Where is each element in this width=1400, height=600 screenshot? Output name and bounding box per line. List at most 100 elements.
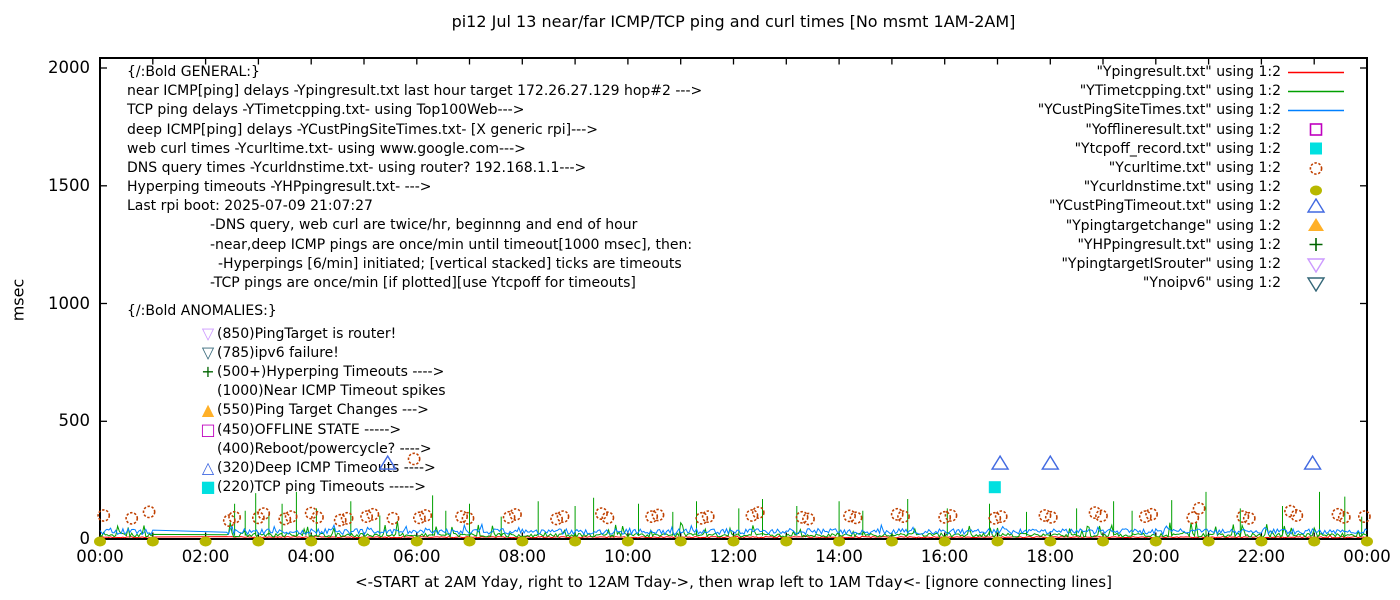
y-tick-label: 500 [58, 411, 91, 431]
legend-marker-svg [1306, 276, 1326, 293]
point-Ycurltime.txt [125, 511, 139, 525]
legend-label: "Yofflineresult.txt" using 1:2 [1085, 121, 1281, 138]
point-Ycurltime.txt [455, 510, 468, 523]
y-tick-label: 2000 [48, 58, 90, 77]
square-filled-icon: ■ [200, 477, 216, 497]
point-Ycurldnstime.txt [780, 536, 793, 547]
point-Ycurltime.txt [1138, 510, 1152, 523]
general-line: near ICMP[ping] delays -Ypingresult.txt … [127, 83, 703, 100]
legend-marker-triangle-up-filled [1308, 218, 1324, 232]
x-tick-label: 14:00 [815, 547, 863, 566]
line-icon [1287, 83, 1345, 100]
point-Ycurltime.txt [938, 510, 952, 524]
point-Ycurltime.txt [251, 511, 265, 525]
point-YCustPingTimeout.txt [1041, 454, 1060, 470]
legend-marker-svg [1310, 142, 1322, 155]
point-Ycurltime.txt [751, 506, 765, 519]
general-line: DNS query times -Ycurldnstime.txt- using… [127, 159, 587, 176]
general-line: -TCP pings are once/min [if plotted][use… [210, 274, 636, 291]
legend-marker-svg [1309, 161, 1323, 175]
point-Ycurldnstime.txt [1044, 536, 1057, 547]
point-Ycurltime.txt [278, 512, 292, 526]
point-YCustPingTimeout.txt [990, 454, 1010, 470]
point-Ycurltime.txt [509, 508, 522, 521]
legend-marker-svg [1310, 185, 1322, 196]
point-Ycurltime.txt [257, 507, 271, 520]
point-Ycurltime.txt [340, 511, 354, 525]
triangle-up-filled-icon: ▲ [201, 400, 215, 420]
x-tick-label: 04:00 [287, 547, 335, 566]
point-Ycurldnstime.txt [410, 536, 423, 547]
legend-label: "Ytcpoff_record.txt" using 1:2 [1074, 140, 1281, 157]
plus-icon [1287, 236, 1345, 253]
point-Ycurltime.txt [595, 507, 608, 520]
x-tick-label: 22:00 [1237, 547, 1286, 566]
x-tick-label: 00:00 [76, 547, 124, 566]
anomaly-item: ▲ (550)Ping Target Changes ---> [199, 400, 429, 420]
legend-label: "YpingtargetISrouter" using 1:2 [1061, 256, 1281, 272]
anomaly-item: ▽ (850)PingTarget is router! [199, 323, 396, 343]
general-line: -near,deep ICMP pings are once/min until… [210, 236, 693, 253]
triangle-down-open-icon [1287, 256, 1345, 273]
anomaly-item: + (500+)Hyperping Timeouts ----> [199, 363, 444, 380]
point-Ycurltime.txt [701, 510, 715, 523]
anomaly-item: ▽ (785)ipv6 failure! [199, 342, 339, 362]
general-line: deep ICMP[ping] delays -YCustPingSiteTim… [127, 121, 598, 138]
point-Ycurltime.txt [502, 510, 516, 524]
point-Ycurldnstime.txt [463, 536, 476, 547]
legend-marker-circle-filled [1310, 185, 1322, 196]
triangle-down-open-icon: ▽ [201, 323, 215, 343]
legend-marker-svg [1288, 109, 1344, 112]
point-Ycurltime.txt [695, 511, 709, 525]
point-Ycurltime.txt [944, 509, 958, 522]
y-tick-label: 0 [79, 529, 91, 548]
legend-label: "YTimetcpping.txt" using 1:2 [1079, 83, 1281, 100]
square-open-icon [1287, 121, 1345, 138]
point-Ycurltime.txt [284, 510, 298, 523]
point-Ycurldnstime.txt [938, 536, 951, 547]
triangle-down-open-icon: ▽ [201, 342, 215, 362]
point-Ycurltime.txt [419, 509, 433, 522]
point-Ycurltime.txt [1236, 510, 1250, 523]
point-Ycurltime.txt [228, 510, 241, 524]
point-Ycurltime.txt [311, 510, 324, 524]
anomaly-item: □ (450)OFFLINE STATE -----> [199, 421, 401, 438]
legend-row: "YCustPingSiteTimes.txt" using 1:2 [1038, 101, 1345, 120]
general-line: Last rpi boot: 2025-07-09 21:07:27 [127, 198, 373, 215]
legend-marker-square-filled [1310, 142, 1322, 155]
triangle-up-filled-icon [1287, 217, 1345, 234]
legend-row: "Ycurldnstime.txt" using 1:2 [1084, 178, 1345, 197]
legend-marker-svg [1288, 90, 1344, 92]
point-Ycurltime.txt [461, 511, 475, 525]
point-Ycurltime.txt [333, 513, 347, 527]
general-line: -DNS query, web curl are twice/hr, begin… [210, 217, 638, 234]
x-tick-label: 18:00 [1026, 547, 1075, 566]
series-line-YCustPingSiteTimes.txt [99, 522, 1368, 536]
point-Ycurldnstime.txt [569, 536, 582, 547]
point-Ycurltime.txt [645, 510, 659, 523]
point-Ycurltime.txt [1186, 511, 1200, 525]
point-Ycurltime.txt [1145, 507, 1158, 521]
square-filled-icon [1287, 140, 1345, 157]
line-icon [1287, 102, 1345, 119]
point-Ycurltime.txt [366, 507, 380, 521]
legend-marker-svg [1306, 197, 1326, 213]
legend-label: "Ypingtargetchange" using 1:2 [1065, 217, 1281, 234]
point-Ycurldnstime.txt [305, 536, 318, 547]
y-axis-label: msec [8, 278, 28, 322]
point-Ycurldnstime.txt [991, 536, 1004, 547]
point-Ycurldnstime.txt [146, 536, 159, 547]
chart-title: pi12 Jul 13 near/far ICMP/TCP ping and c… [451, 12, 1016, 31]
legend-label: "YCustPingTimeout.txt" using 1:2 [1048, 198, 1281, 215]
x-tick-label: 12:00 [709, 547, 758, 566]
legend-marker-triangle-down-open [1306, 257, 1326, 273]
point-Ycurltime.txt [556, 510, 570, 523]
legend-row: "YHPpingresult.txt" using 1:2 [1077, 235, 1345, 254]
x-tick-label: 08:00 [498, 547, 547, 566]
legend-marker-plus [1309, 238, 1323, 252]
point-Ycurltime.txt [651, 508, 665, 522]
legend-label: "Ycurldnstime.txt" using 1:2 [1083, 179, 1281, 196]
general-line: {/:Bold GENERAL:} [127, 64, 260, 80]
point-Ycurltime.txt [890, 507, 904, 521]
